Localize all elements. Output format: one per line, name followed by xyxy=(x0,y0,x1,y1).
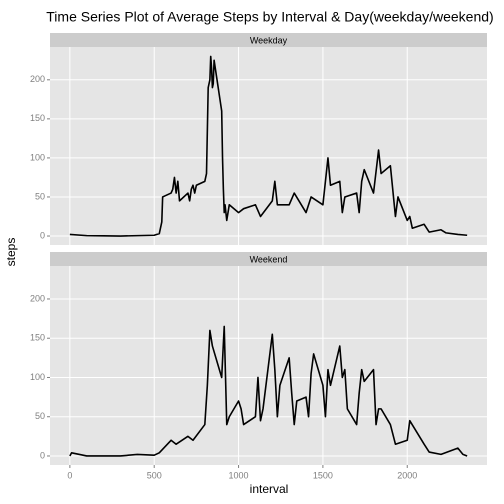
x-tick-label: 1000 xyxy=(229,470,249,480)
line xyxy=(69,325,468,457)
y-tick-label: 100 xyxy=(30,372,45,382)
x-tick-label: 500 xyxy=(147,470,162,480)
chart-title: Time Series Plot of Average Steps by Int… xyxy=(46,9,493,25)
y-tick-label: 200 xyxy=(30,293,45,303)
x-tick-label: 2000 xyxy=(397,470,417,480)
y-tick-label: 200 xyxy=(30,74,45,84)
strip-label: Weekend xyxy=(250,254,288,264)
strip xyxy=(50,252,487,266)
y-tick-label: 150 xyxy=(30,333,45,343)
y-tick-label: 50 xyxy=(35,411,45,421)
x-axis-label: interval xyxy=(250,482,289,496)
y-tick-label: 100 xyxy=(30,152,45,162)
panel xyxy=(50,47,487,245)
line xyxy=(69,55,468,237)
strip xyxy=(50,33,487,47)
y-axis-label: steps xyxy=(4,238,18,267)
y-tick-label: 50 xyxy=(35,191,45,201)
y-tick-label: 150 xyxy=(30,113,45,123)
strip-label: Weekday xyxy=(250,35,288,45)
x-tick-label: 0 xyxy=(67,470,72,480)
y-tick-label: 0 xyxy=(40,450,45,460)
y-tick-label: 0 xyxy=(40,230,45,240)
x-tick-label: 1500 xyxy=(313,470,333,480)
